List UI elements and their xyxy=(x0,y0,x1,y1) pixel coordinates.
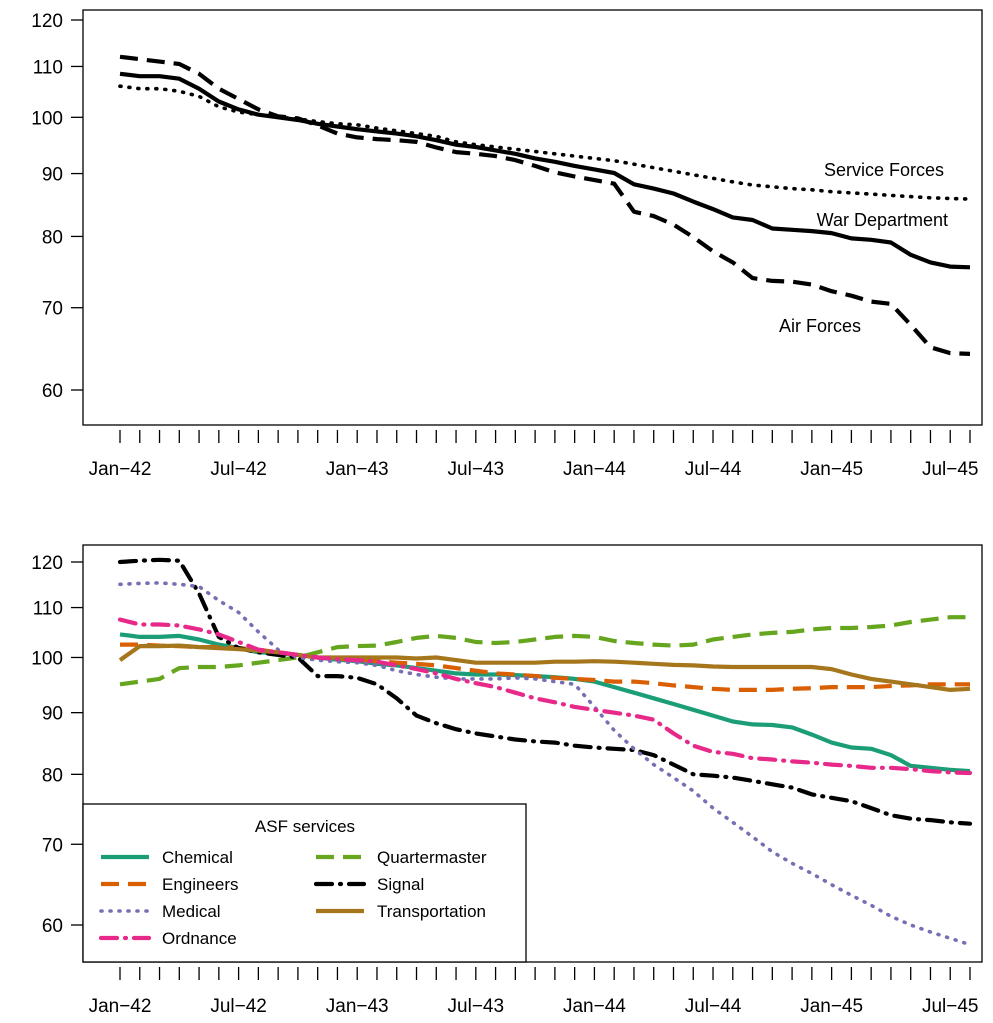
x-tick-label: Jul−45 xyxy=(922,996,979,1017)
x-tick-label: Jan−44 xyxy=(563,996,626,1017)
x-tick-label: Jul−45 xyxy=(922,459,979,480)
x-tick-label: Jan−45 xyxy=(800,459,863,480)
x-tick-label: Jul−44 xyxy=(685,459,742,480)
legend-box xyxy=(82,803,527,963)
series-line-transportation xyxy=(118,643,971,693)
y-tick-label: 80 xyxy=(42,227,63,248)
y-tick-label: 90 xyxy=(42,165,63,186)
legend-label: Signal xyxy=(377,875,424,894)
series-line-ordnance xyxy=(117,617,973,776)
legend-title: ASF services xyxy=(255,817,355,836)
series-annotation: Air Forces xyxy=(779,316,861,336)
y-tick-label: 90 xyxy=(42,704,63,725)
x-tick-label: Jan−45 xyxy=(800,996,863,1017)
x-tick-label: Jul−42 xyxy=(210,459,267,480)
y-tick-label: 100 xyxy=(31,108,63,129)
legend-label: Transportation xyxy=(377,902,486,921)
y-tick-label: 80 xyxy=(42,765,63,786)
y-tick-label: 120 xyxy=(31,11,63,32)
series-line-service-forces xyxy=(118,84,972,201)
y-tick-label: 110 xyxy=(33,599,63,620)
y-tick-label: 100 xyxy=(31,648,63,669)
x-tick-label: Jul−42 xyxy=(210,996,267,1017)
legend-label: Ordnance xyxy=(162,929,237,948)
x-tick-label: Jan−44 xyxy=(563,459,626,480)
y-tick-label: 110 xyxy=(33,57,63,78)
chart-panel-1: 60 70 80 90 100 110 120 Jan−42 Jul−42 Jan−43 Jul−4… xyxy=(31,9,983,480)
legend-label: Chemical xyxy=(162,848,233,867)
y-tick-label: 120 xyxy=(31,553,63,574)
series-line-medical xyxy=(118,581,972,947)
series-line-chemical xyxy=(119,632,971,774)
y-tick-label: 60 xyxy=(42,916,63,937)
x-tick-label: Jan−43 xyxy=(326,459,389,480)
x-tick-label: Jul−43 xyxy=(448,996,505,1017)
legend: ASF services Chemical Quartermaster Enginee… xyxy=(82,803,527,963)
series-line-signal xyxy=(117,557,973,826)
plot-frame xyxy=(82,544,983,963)
x-tick-label: Jan−43 xyxy=(326,996,389,1017)
x-tick-label: Jul−44 xyxy=(685,996,742,1017)
legend-label: Quartermaster xyxy=(377,848,487,867)
series-annotation: War Department xyxy=(817,210,948,230)
legend-label: Medical xyxy=(162,902,221,921)
y-tick-label: 70 xyxy=(42,299,63,320)
x-tick-label: Jan−42 xyxy=(89,459,152,480)
chart-panel-2: 60 70 80 90 100 110 120 Jan−42 Jul−42 Jan−43 Jul−4… xyxy=(31,544,983,1017)
y-tick-label: 60 xyxy=(42,381,63,402)
series-line-quartermaster xyxy=(119,615,970,687)
series-annotation: Service Forces xyxy=(824,160,944,180)
legend-label: Engineers xyxy=(162,875,239,894)
x-tick-label: Jul−43 xyxy=(448,459,505,480)
y-tick-label: 70 xyxy=(42,835,63,856)
plot-frame xyxy=(82,9,983,426)
series-line-air-forces xyxy=(119,54,971,356)
x-tick-label: Jan−42 xyxy=(89,996,152,1017)
